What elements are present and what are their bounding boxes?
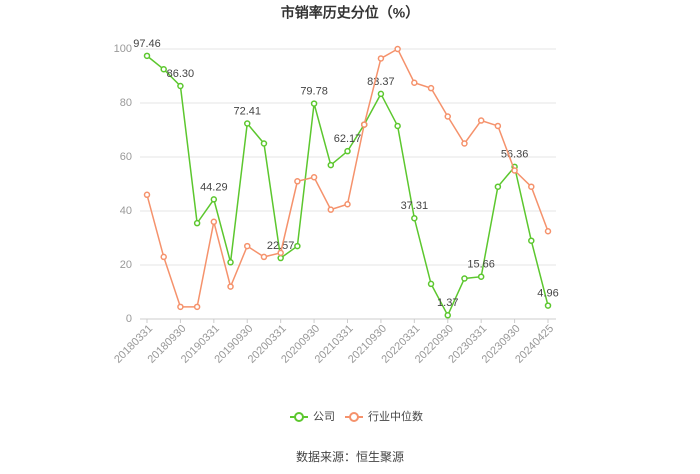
legend-label: 公司 [313, 411, 335, 423]
data-label: 86.30 [167, 68, 195, 80]
y-tick-label: 0 [126, 313, 132, 325]
point [143, 52, 151, 60]
point [244, 242, 251, 250]
point [394, 45, 401, 53]
point [494, 122, 502, 130]
data-label: 72.41 [233, 105, 261, 117]
point [193, 303, 201, 311]
point [377, 55, 385, 62]
point [444, 312, 451, 319]
point [177, 303, 184, 311]
point [427, 84, 435, 92]
legend-marker [294, 412, 304, 422]
point [177, 82, 184, 90]
point [260, 140, 268, 147]
point [394, 122, 401, 130]
point [477, 117, 485, 124]
point [160, 253, 167, 261]
point [477, 273, 485, 280]
chart-title: 市销率历史分位（%） [281, 5, 419, 21]
data-label: 44.29 [200, 181, 228, 193]
point [244, 120, 251, 127]
data-label: 83.37 [367, 76, 395, 88]
point [160, 66, 167, 73]
legend-marker [349, 412, 359, 422]
point [227, 259, 234, 266]
point [344, 147, 351, 155]
point [193, 219, 201, 227]
point [528, 237, 535, 244]
data-label: 4.96 [537, 288, 558, 300]
data-label: 62.17 [334, 133, 362, 145]
y-tick-label: 20 [120, 259, 132, 271]
y-tick-label: 100 [114, 43, 132, 55]
data-label: 56.36 [501, 149, 529, 161]
point [210, 196, 218, 203]
data-label: 97.46 [133, 38, 161, 50]
point [461, 275, 468, 282]
point [360, 121, 368, 128]
point [377, 90, 385, 98]
point [444, 113, 451, 120]
y-tick-label: 60 [120, 151, 132, 163]
data-label: 22.57 [267, 240, 295, 252]
point [210, 218, 218, 226]
y-tick-label: 80 [120, 97, 132, 109]
point [277, 249, 284, 257]
data-label: 1.37 [437, 297, 458, 309]
point [427, 280, 435, 288]
point [344, 201, 351, 208]
point [511, 167, 518, 174]
point [544, 228, 552, 235]
point [143, 191, 151, 199]
source: 数据来源：恒生聚源 [296, 449, 404, 464]
point [528, 183, 535, 190]
point [294, 178, 301, 185]
point [260, 253, 268, 261]
data-label: 37.31 [401, 200, 429, 212]
point [461, 140, 468, 147]
point [411, 79, 418, 86]
point [411, 215, 418, 222]
point [277, 254, 284, 262]
point [327, 206, 335, 213]
point [294, 242, 301, 250]
point [544, 302, 552, 309]
data-label: 15.66 [467, 259, 495, 271]
point [494, 183, 502, 190]
data-label: 79.78 [300, 86, 328, 98]
point [310, 174, 318, 181]
point [327, 161, 335, 169]
point [310, 100, 318, 107]
legend-label: 行业中位数 [368, 409, 423, 423]
point [227, 283, 234, 290]
y-tick-label: 40 [120, 205, 132, 217]
